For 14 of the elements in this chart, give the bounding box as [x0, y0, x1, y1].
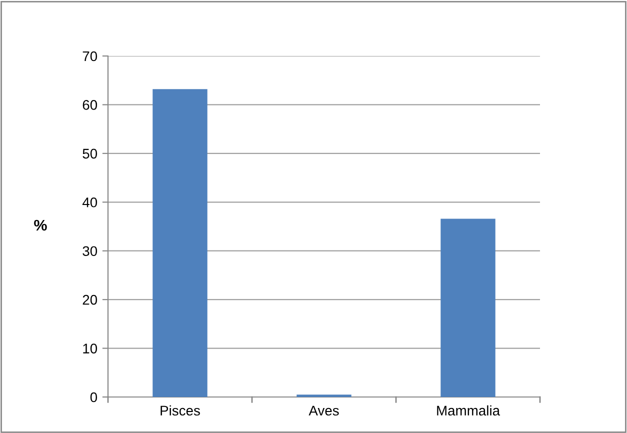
x-tick-label: Aves [308, 406, 339, 416]
y-tick-label: 40 [82, 197, 98, 208]
y-tick-label: 10 [83, 344, 98, 354]
y-tick-label: 30 [82, 246, 98, 256]
y-tick-label: 50 [82, 148, 98, 159]
y-tick-label: 20 [82, 294, 98, 305]
y-tick-label: 0 [90, 392, 98, 402]
bar [440, 218, 496, 397]
y-tick-label: 70 [82, 51, 98, 62]
x-tick-label: Pisces [160, 405, 200, 416]
y-axis-title: % [34, 220, 47, 231]
y-tick-label: 60 [82, 100, 98, 110]
bar [152, 89, 208, 397]
x-tick-label: Mammalia [437, 405, 500, 416]
